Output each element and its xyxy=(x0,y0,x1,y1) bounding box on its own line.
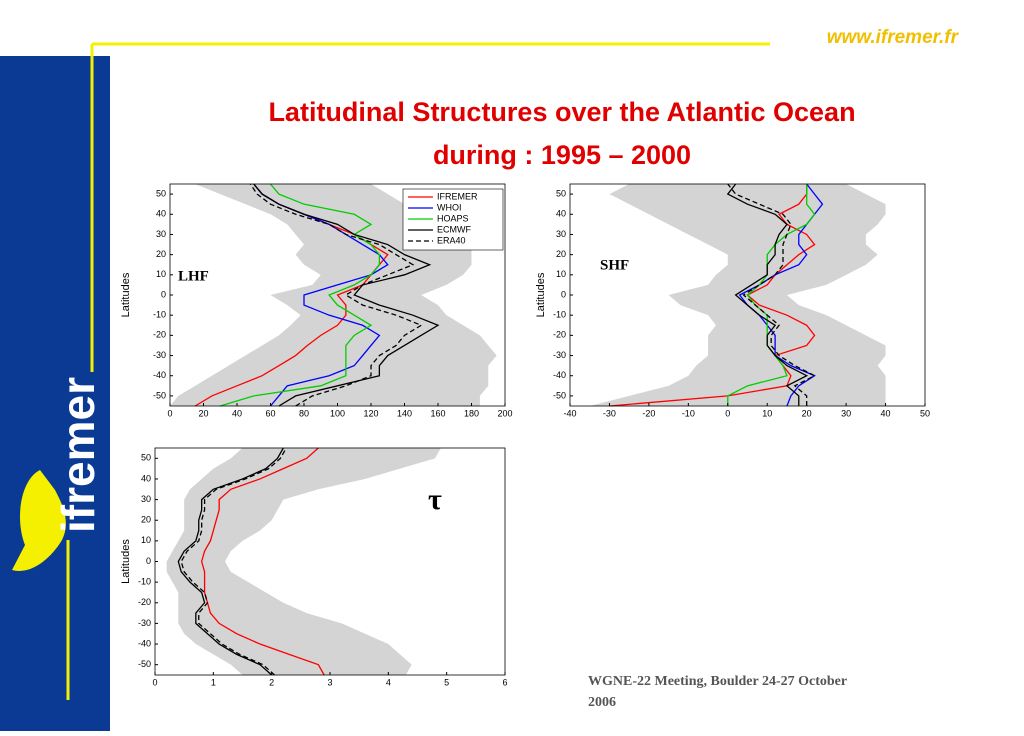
y-tick-label: 40 xyxy=(556,209,566,219)
envelope xyxy=(166,448,441,675)
footer: 2006 xyxy=(588,695,616,710)
x-tick-label: 2 xyxy=(269,677,274,687)
y-tick-label: -10 xyxy=(553,310,566,320)
y-tick-label: -30 xyxy=(138,618,151,628)
y-tick-label: -20 xyxy=(138,597,151,607)
y-tick-label: 50 xyxy=(141,453,151,463)
legend-label: ECMWF xyxy=(437,224,471,234)
y-axis-label: Latitudes xyxy=(535,272,547,317)
y-tick-label: -50 xyxy=(138,659,151,669)
legend-label: ERA40 xyxy=(437,235,466,245)
x-tick-label: 80 xyxy=(299,408,309,418)
x-tick-label: 0 xyxy=(167,408,172,418)
y-tick-label: 10 xyxy=(156,269,166,279)
x-tick-label: 40 xyxy=(881,408,891,418)
y-axis-label: Latitudes xyxy=(120,272,132,317)
x-tick-label: 100 xyxy=(330,408,345,418)
legend-label: HOAPS xyxy=(437,213,469,223)
y-axis-label: Latitudes xyxy=(120,539,132,584)
panel-label: τ xyxy=(428,483,442,516)
x-tick-label: 20 xyxy=(198,408,208,418)
x-tick-label: 6 xyxy=(502,677,507,687)
y-tick-label: -30 xyxy=(553,350,566,360)
x-tick-label: 20 xyxy=(802,408,812,418)
y-tick-label: 0 xyxy=(561,289,566,299)
title: during : 1995 – 2000 xyxy=(433,140,691,170)
title: Latitudinal Structures over the Atlantic… xyxy=(268,97,855,127)
x-tick-label: 140 xyxy=(397,408,412,418)
y-tick-label: 20 xyxy=(156,249,166,259)
series-line xyxy=(220,183,381,407)
x-tick-label: 3 xyxy=(327,677,332,687)
x-tick-label: 0 xyxy=(152,677,157,687)
x-tick-label: 160 xyxy=(430,408,445,418)
x-tick-label: 5 xyxy=(444,677,449,687)
x-tick-label: 60 xyxy=(265,408,275,418)
y-tick-label: 30 xyxy=(156,229,166,239)
series-line xyxy=(200,447,325,676)
logo-bird xyxy=(12,470,66,571)
x-tick-label: 40 xyxy=(232,408,242,418)
envelope xyxy=(589,184,886,406)
y-tick-label: 30 xyxy=(141,494,151,504)
chart: 0 1 2 3 4 5 6 -50 -40 -30 -20 -10 0 10 20 30 40 50 Latitud… xyxy=(120,447,508,687)
x-tick-label: 50 xyxy=(920,408,930,418)
x-tick-label: 200 xyxy=(497,408,512,418)
y-tick-label: 0 xyxy=(146,556,151,566)
y-tick-label: 20 xyxy=(141,515,151,525)
logo-text: ifremer xyxy=(52,377,104,533)
series-line xyxy=(726,183,809,406)
site-url: www.ifremer.fr xyxy=(827,27,960,48)
x-tick-label: 0 xyxy=(725,408,730,418)
y-tick-label: -40 xyxy=(138,638,151,648)
y-tick-label: -20 xyxy=(153,330,166,340)
x-tick-label: -30 xyxy=(603,408,616,418)
x-tick-label: -40 xyxy=(563,408,576,418)
y-tick-label: 50 xyxy=(156,188,166,198)
series-line xyxy=(727,184,816,406)
y-tick-label: 50 xyxy=(556,188,566,198)
y-tick-label: -20 xyxy=(553,330,566,340)
x-tick-label: 4 xyxy=(386,677,391,687)
chart: 0 20 40 60 80 100 120 140 160 180 200-50-40-30-20-… xyxy=(120,183,513,418)
y-tick-label: -30 xyxy=(153,350,166,360)
y-tick-label: -10 xyxy=(138,577,151,587)
y-tick-label: 10 xyxy=(556,269,566,279)
x-tick-label: 1 xyxy=(211,677,216,687)
series-line xyxy=(249,183,423,407)
y-tick-label: 20 xyxy=(556,249,566,259)
x-tick-label: 120 xyxy=(363,408,378,418)
y-tick-label: -40 xyxy=(153,370,166,380)
panel-label: SHF xyxy=(600,257,629,273)
series-line xyxy=(177,447,284,676)
x-tick-label: -10 xyxy=(682,408,695,418)
y-tick-label: -40 xyxy=(553,370,566,380)
series-line xyxy=(253,183,440,407)
y-tick-label: 0 xyxy=(161,289,166,299)
legend-label: WHOI xyxy=(437,202,462,212)
x-tick-label: -20 xyxy=(642,408,655,418)
panel-label: LHF xyxy=(178,268,209,284)
y-tick-label: -50 xyxy=(153,390,166,400)
y-tick-label: 10 xyxy=(141,535,151,545)
x-tick-label: 180 xyxy=(464,408,479,418)
y-tick-label: 30 xyxy=(556,229,566,239)
series-line xyxy=(727,183,816,406)
legend-label: IFREMER xyxy=(437,191,478,201)
footer: WGNE-22 Meeting, Boulder 24-27 October xyxy=(588,674,847,689)
y-tick-label: 40 xyxy=(141,473,151,483)
y-tick-label: -10 xyxy=(153,310,166,320)
y-tick-label: 40 xyxy=(156,209,166,219)
chart: -40 -30 -20 -10 0 10 20 30 40 50 -50 -40 -30 -20 -10 0 1… xyxy=(535,183,930,418)
x-tick-label: 10 xyxy=(762,408,772,418)
x-tick-label: 30 xyxy=(841,408,851,418)
y-tick-label: -50 xyxy=(553,390,566,400)
